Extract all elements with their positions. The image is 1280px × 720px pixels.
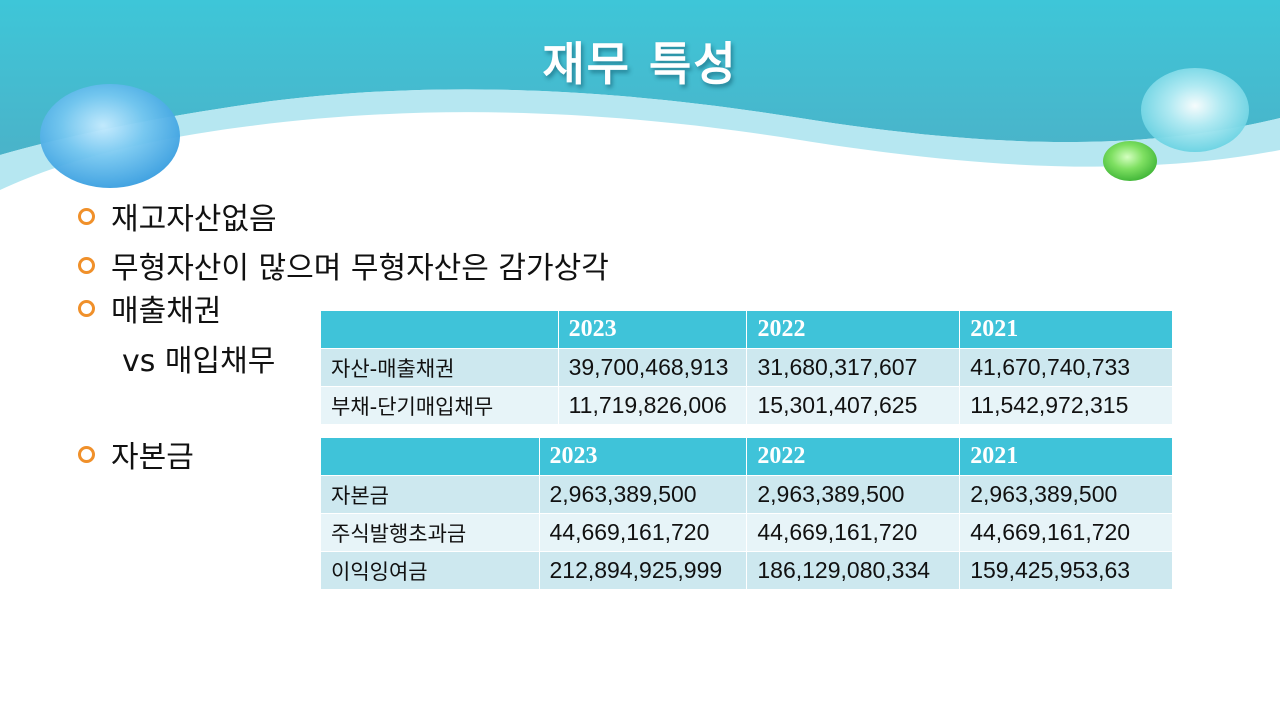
bullet-circle-icon — [78, 299, 95, 317]
row-label: 자산-매출채권 — [320, 348, 559, 387]
capital-table: 2023 2022 2021 자본금 2,963,389,500 2,963,3… — [320, 437, 1173, 590]
value-cell: 2,963,389,500 — [746, 475, 961, 514]
bullet-text: 재고자산없음 — [111, 202, 277, 237]
header-cell — [320, 310, 559, 349]
table-header-row: 2023 2022 2021 — [320, 437, 1173, 476]
bullet-receivables: 매출채권 — [78, 286, 221, 330]
row-label: 부채-단기매입채무 — [320, 386, 559, 425]
value-cell: 39,700,468,913 — [557, 348, 748, 387]
row-label: 이익잉여금 — [320, 551, 540, 590]
value-cell: 41,670,740,733 — [959, 348, 1173, 387]
value-cell: 11,719,826,006 — [557, 386, 748, 425]
bullet-receivables-sub: vs 매입채무 — [122, 344, 276, 379]
table-row: 부채-단기매입채무 11,719,826,006 15,301,407,625 … — [320, 386, 1173, 425]
table-row: 자산-매출채권 39,700,468,913 31,680,317,607 41… — [320, 348, 1173, 387]
row-label: 자본금 — [320, 475, 540, 514]
table-header-row: 2023 2022 2021 — [320, 310, 1173, 349]
value-cell: 2,963,389,500 — [538, 475, 748, 514]
value-cell: 2,963,389,500 — [959, 475, 1173, 514]
slide-title: 재무 특성 — [542, 37, 738, 91]
header-cell: 2023 — [557, 310, 748, 349]
value-cell: 11,542,972,315 — [959, 386, 1173, 425]
bullet-text: 매출채권 — [111, 294, 222, 329]
bullet-inventory: 재고자산없음 — [78, 194, 277, 238]
bullet-capital: 자본금 — [78, 432, 194, 476]
header-wave-background — [0, 0, 1280, 190]
bullet-intangibles: 무형자산이 많으며 무형자산은 감가상각 — [78, 243, 609, 287]
value-cell: 15,301,407,625 — [746, 386, 961, 425]
receivables-payables-table: 2023 2022 2021 자산-매출채권 39,700,468,913 31… — [320, 310, 1173, 425]
bullet-circle-icon — [78, 207, 95, 225]
table-row: 이익잉여금 212,894,925,999 186,129,080,334 15… — [320, 551, 1173, 590]
bullet-circle-icon — [78, 445, 95, 463]
bullet-text: 무형자산이 많으며 무형자산은 감가상각 — [111, 251, 609, 286]
value-cell: 44,669,161,720 — [959, 513, 1173, 552]
header-cell: 2021 — [959, 437, 1173, 476]
header-cell: 2022 — [746, 437, 961, 476]
row-label: 주식발행초과금 — [320, 513, 540, 552]
bullet-text: 자본금 — [111, 440, 194, 475]
header-cell: 2021 — [959, 310, 1173, 349]
value-cell: 44,669,161,720 — [538, 513, 748, 552]
table-row: 주식발행초과금 44,669,161,720 44,669,161,720 44… — [320, 513, 1173, 552]
header-cell: 2023 — [538, 437, 748, 476]
value-cell: 212,894,925,999 — [538, 551, 748, 590]
header-cell — [320, 437, 540, 476]
value-cell: 44,669,161,720 — [746, 513, 961, 552]
table-row: 자본금 2,963,389,500 2,963,389,500 2,963,38… — [320, 475, 1173, 514]
value-cell: 159,425,953,63 — [959, 551, 1173, 590]
value-cell: 31,680,317,607 — [746, 348, 961, 387]
bullet-circle-icon — [78, 256, 95, 274]
header-cell: 2022 — [746, 310, 961, 349]
value-cell: 186,129,080,334 — [746, 551, 961, 590]
